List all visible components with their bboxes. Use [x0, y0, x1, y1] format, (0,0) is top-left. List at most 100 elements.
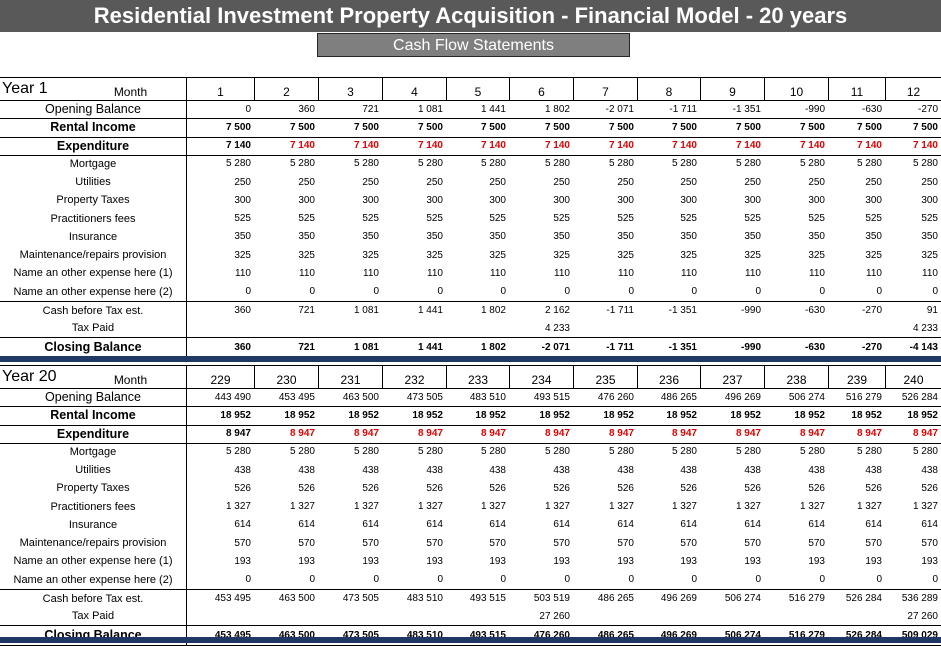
value-cell: 5 280 [289, 446, 315, 458]
value-cell: 473 505 [342, 629, 379, 641]
value-cell: 0 [437, 286, 443, 298]
value-cell: 350 [362, 231, 379, 243]
row-label: Mortgage [69, 445, 117, 458]
section-divider-band [0, 356, 941, 362]
value-cell: 525 [865, 213, 882, 225]
month-number-cell: 235 [573, 366, 637, 388]
column-divider [186, 227, 187, 246]
value-cell: -990 [740, 341, 761, 353]
value-cell: 110 [745, 267, 761, 279]
month-number-cell: 8 [637, 78, 700, 100]
value-cell: 360 [298, 103, 315, 115]
value-cell: 0 [245, 103, 251, 115]
value-cell: 1 327 [735, 501, 761, 513]
value-cell: 0 [373, 574, 379, 586]
value-cell: 7 140 [480, 140, 506, 152]
table-row: Opening Balance 0 360 721 1 081 1 441 1 802 -2 … [0, 100, 941, 120]
value-cell [573, 319, 637, 337]
table-row: Property Taxes 526 526 526 526 526 526 526 526 52… [0, 479, 941, 498]
value-cell: 0 [876, 286, 882, 298]
row-label: Mortgage [69, 157, 117, 170]
value-cell: 5 280 [735, 158, 761, 170]
value-cell: 250 [921, 176, 938, 188]
column-divider [186, 154, 187, 173]
column-divider [186, 534, 187, 553]
value-cell: 525 [553, 213, 570, 225]
value-cell: 516 279 [788, 593, 825, 605]
value-cell: -4 143 [909, 341, 938, 353]
value-cell: 5 280 [353, 158, 379, 170]
value-cell: 325 [553, 249, 570, 261]
value-cell: 0 [309, 286, 315, 298]
value-cell: 0 [755, 286, 761, 298]
column-divider [186, 515, 187, 534]
row-label: Maintenance/repairs provision [19, 249, 167, 262]
value-cell: 526 284 [845, 593, 882, 605]
value-cell: 614 [617, 519, 634, 531]
value-cell: 438 [298, 464, 315, 476]
value-cell: 1 327 [912, 501, 938, 513]
value-cell: 5 280 [353, 446, 379, 458]
value-cell: 27 260 [907, 610, 938, 622]
value-cell: 18 952 [603, 409, 634, 421]
value-cell: 7 140 [225, 140, 251, 152]
value-cell: -1 711 [606, 341, 634, 353]
value-cell [186, 319, 254, 337]
column-divider [186, 424, 187, 443]
value-cell: 614 [865, 519, 882, 531]
row-label: Cash before Tax est. [42, 592, 144, 605]
value-cell: -1 711 [606, 305, 634, 317]
value-cell: 1 081 [353, 305, 379, 317]
value-cell: 300 [617, 194, 634, 206]
value-cell: 8 947 [735, 428, 761, 440]
month-number-cell: 233 [446, 366, 509, 388]
table-row: Cash before Tax est. 360 721 1 081 1 441 1 80… [0, 300, 941, 320]
table-row: Closing Balance 360 721 1 081 1 441 1 802 -2 0… [0, 337, 941, 358]
value-cell: 7 500 [912, 121, 938, 133]
value-cell: 7 140 [544, 140, 570, 152]
value-cell [318, 319, 382, 337]
value-cell: 526 284 [901, 391, 938, 403]
value-cell: 570 [489, 537, 506, 549]
value-cell: 360 [234, 305, 251, 317]
value-cell: 1 327 [799, 501, 825, 513]
value-cell: 525 [234, 213, 251, 225]
value-cell: 7 140 [353, 140, 379, 152]
value-cell: -2 071 [541, 341, 570, 353]
value-cell: 526 284 [845, 629, 882, 641]
month-number-cell: 238 [764, 366, 828, 388]
value-cell: 614 [808, 519, 825, 531]
value-cell: 0 [437, 574, 443, 586]
value-cell [700, 319, 764, 337]
value-cell: 614 [489, 519, 506, 531]
value-cell [828, 607, 885, 625]
value-cell: 438 [921, 464, 938, 476]
table-row: Opening Balance 443 490 453 495 463 500 473 … [0, 388, 941, 408]
value-cell: 438 [744, 464, 761, 476]
column-divider [186, 191, 187, 210]
column-divider [186, 388, 187, 407]
value-cell: 453 495 [214, 593, 251, 605]
value-cell: 300 [680, 194, 697, 206]
value-cell: 18 952 [348, 409, 379, 421]
column-divider [186, 100, 187, 119]
value-cell: 5 280 [225, 158, 251, 170]
value-cell: 506 274 [788, 391, 825, 403]
month-number-cell: 234 [509, 366, 573, 388]
value-cell: 1 327 [225, 501, 251, 513]
value-cell: 350 [617, 231, 634, 243]
value-cell: 8 947 [417, 428, 443, 440]
column-divider [186, 319, 187, 338]
column-divider [186, 264, 187, 283]
value-cell: 526 [865, 482, 882, 494]
value-cell: 0 [564, 286, 570, 298]
row-label: Insurance [68, 518, 118, 531]
value-cell: 7 500 [544, 121, 570, 133]
value-cell: 614 [553, 519, 570, 531]
value-cell: 193 [865, 555, 882, 567]
value-cell: 614 [362, 519, 379, 531]
value-cell: 438 [426, 464, 443, 476]
value-cell: 570 [744, 537, 761, 549]
value-cell: 7 140 [735, 140, 761, 152]
value-cell: 110 [866, 267, 882, 279]
